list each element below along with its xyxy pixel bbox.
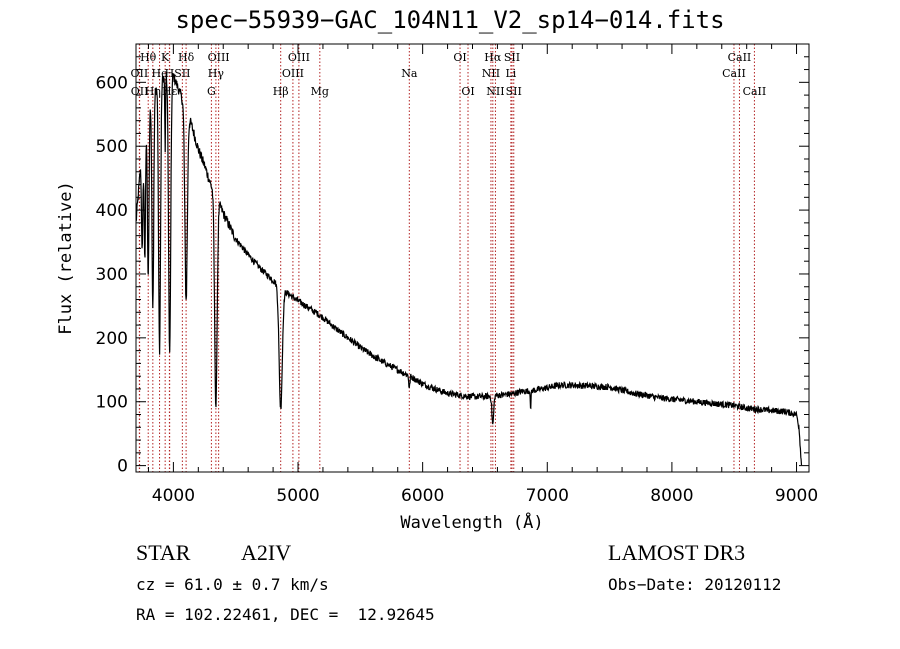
x-tick-label: 7000 bbox=[526, 486, 569, 506]
y-tick-label: 200 bbox=[96, 329, 128, 349]
line-marker-label: OII bbox=[131, 85, 149, 98]
line-marker-label: He bbox=[152, 67, 168, 80]
y-tick-label: 300 bbox=[96, 265, 128, 285]
line-marker-label: SII bbox=[174, 67, 190, 80]
line-marker-label: OII bbox=[131, 67, 149, 80]
axis-tick-labels: 4000 5000 6000 7000 8000 9000 0 100 200 300 400 500… bbox=[96, 73, 819, 506]
line-marker-label: Hγ bbox=[208, 67, 225, 80]
x-tick-label: 4000 bbox=[152, 486, 195, 506]
y-tick-label: 0 bbox=[117, 457, 128, 477]
line-marker-label: Hβ bbox=[273, 85, 289, 98]
line-marker-label: OIII bbox=[208, 51, 230, 64]
line-marker-label: OIII bbox=[288, 51, 310, 64]
line-marker-label: K bbox=[161, 51, 170, 64]
line-marker-label: NII bbox=[482, 67, 500, 80]
x-axis-label: Wavelength (Å) bbox=[400, 511, 543, 533]
line-marker-label: CaII bbox=[743, 85, 767, 98]
x-tick-label: 6000 bbox=[401, 486, 444, 506]
line-marker-label: SII bbox=[504, 51, 520, 64]
x-tick-label: 8000 bbox=[650, 486, 693, 506]
line-marker-label: Na bbox=[401, 67, 418, 80]
line-marker-label: Mg bbox=[311, 85, 329, 98]
y-tick-label: 100 bbox=[96, 393, 128, 413]
redshift-velocity: cz = 61.0 ± 0.7 km/s bbox=[136, 575, 329, 594]
y-tick-label: 400 bbox=[96, 201, 128, 221]
spectrum-line bbox=[135, 73, 803, 466]
axis-ticks bbox=[136, 44, 809, 472]
object-class: STAR bbox=[136, 540, 191, 565]
line-marker-label: G bbox=[207, 85, 216, 98]
line-marker-label: Hε bbox=[162, 85, 178, 98]
x-tick-label: 9000 bbox=[775, 486, 818, 506]
x-tick-label: 5000 bbox=[276, 486, 319, 506]
plot-frame bbox=[135, 43, 810, 473]
y-axis-label: Flux (relative) bbox=[56, 181, 76, 335]
line-marker-label: Hθ bbox=[140, 51, 157, 64]
line-marker-label: CaII bbox=[728, 51, 752, 64]
line-marker-label: Li bbox=[505, 67, 516, 80]
spectral-subclass: A2IV bbox=[241, 540, 292, 565]
line-marker-label: Hη bbox=[145, 85, 161, 98]
survey-name: LAMOST DR3 bbox=[608, 540, 746, 565]
line-marker-label: OIII bbox=[282, 67, 304, 80]
y-tick-label: 500 bbox=[96, 137, 128, 157]
observation-date: Obs−Date: 20120112 bbox=[608, 575, 782, 594]
line-marker-label: SII bbox=[506, 85, 522, 98]
line-marker-label: Hα bbox=[484, 51, 502, 64]
coordinates: RA = 102.22461, DEC = 12.92645 bbox=[136, 605, 435, 624]
line-marker-label: OI bbox=[453, 51, 466, 64]
line-markers bbox=[138, 44, 755, 472]
line-marker-label: OI bbox=[461, 85, 474, 98]
line-marker-label: NII bbox=[486, 85, 504, 98]
line-marker-label: H bbox=[165, 67, 175, 80]
line-marker-label: CaII bbox=[722, 67, 746, 80]
chart-title: spec−55939−GAC_104N11_V2_sp14−014.fits bbox=[175, 6, 725, 34]
y-tick-label: 600 bbox=[96, 73, 128, 93]
line-marker-label: Hδ bbox=[178, 51, 195, 64]
